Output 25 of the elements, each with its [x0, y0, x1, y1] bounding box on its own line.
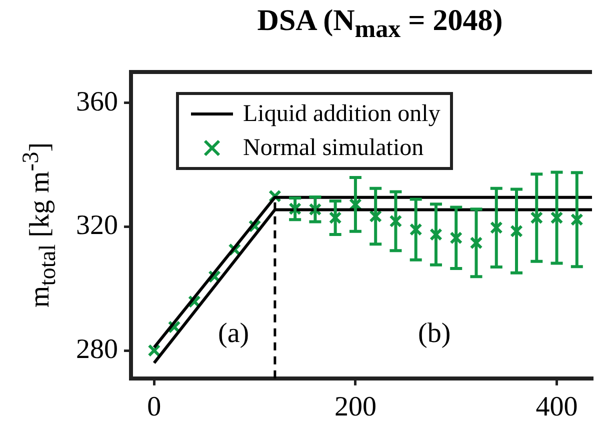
y-tick-label: 360 — [76, 86, 118, 118]
legend-label: Liquid addition only — [243, 100, 440, 129]
y-tick-label: 280 — [76, 334, 118, 365]
point — [328, 211, 342, 224]
point — [510, 224, 523, 238]
point — [148, 344, 161, 357]
point — [470, 236, 483, 250]
legend-label: Normal simulation — [243, 134, 424, 163]
point — [409, 223, 422, 236]
point — [570, 213, 584, 226]
x-tick-label: 0 — [147, 392, 162, 423]
annotation: (a) — [218, 318, 250, 350]
annotation: (b) — [418, 318, 451, 350]
point — [369, 210, 382, 223]
y-tick-label: 320 — [76, 210, 118, 242]
point — [450, 231, 463, 244]
point — [430, 228, 442, 241]
x-tick-label: 400 — [536, 392, 578, 423]
point — [530, 211, 544, 224]
point — [389, 214, 402, 228]
point — [308, 202, 322, 216]
chart-title: DSA (N$_{max}$ = 2048) — [256, 4, 504, 44]
x-tick-label: 200 — [334, 392, 376, 423]
point — [490, 221, 503, 234]
point — [550, 211, 564, 224]
